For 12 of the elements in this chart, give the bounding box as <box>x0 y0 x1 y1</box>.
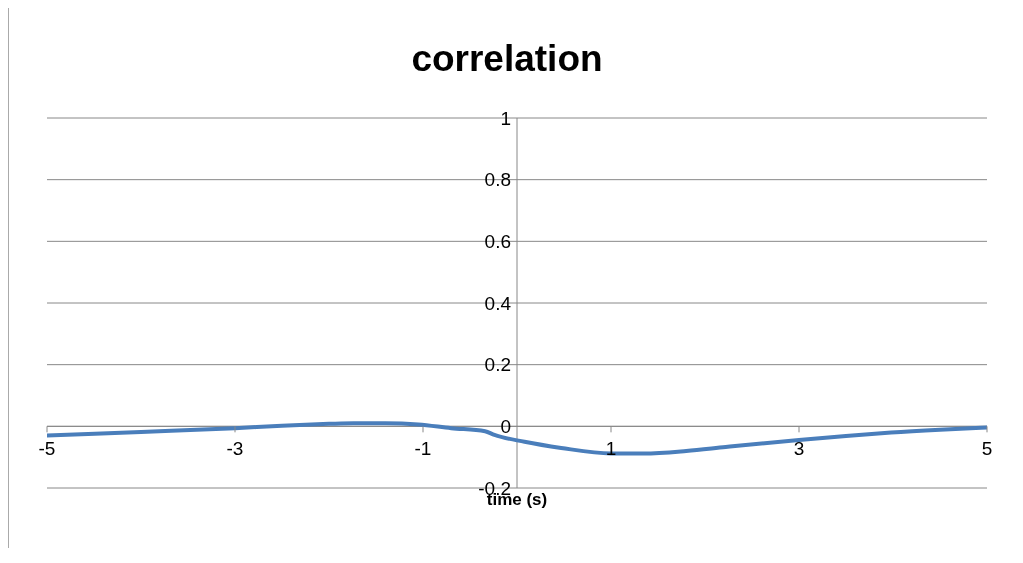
y-tick-label: 0.4 <box>484 292 512 314</box>
x-tick-label: 3 <box>793 437 805 459</box>
y-tick-label: 0.6 <box>484 230 511 252</box>
y-tick-label: 0 <box>500 415 511 437</box>
x-tick-label: -3 <box>226 437 244 459</box>
chart-title: correlation <box>410 37 604 81</box>
x-tick-label: -1 <box>414 437 432 459</box>
x-tick-label: 5 <box>981 437 993 459</box>
y-tick-label: 0.8 <box>484 169 511 191</box>
y-tick-label: 1 <box>500 107 511 129</box>
x-tick-label: -5 <box>38 437 56 459</box>
y-tick-label: 0.2 <box>484 354 511 376</box>
